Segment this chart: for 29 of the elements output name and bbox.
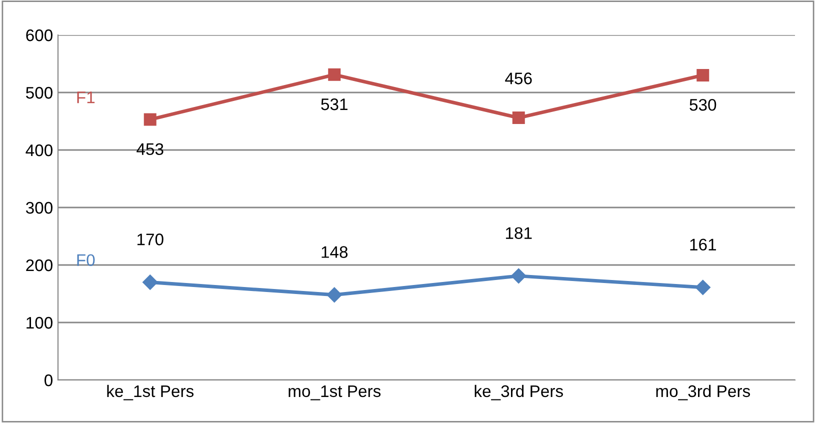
point bbox=[326, 287, 342, 302]
y-tick-label: 0 bbox=[44, 374, 52, 386]
point bbox=[695, 280, 710, 295]
data-label: 181 bbox=[506, 227, 532, 239]
x-tick-label: ke_3rd Pers bbox=[474, 384, 563, 400]
data-label: 453 bbox=[136, 143, 164, 156]
point bbox=[144, 113, 156, 126]
y-tick-label: 300 bbox=[26, 202, 52, 214]
y-tick-label: 200 bbox=[26, 259, 52, 272]
data-label: 148 bbox=[322, 246, 348, 258]
data-label: 530 bbox=[690, 98, 716, 111]
y-tick-label: 100 bbox=[26, 316, 52, 329]
data-label: 170 bbox=[137, 234, 164, 246]
data-label: 161 bbox=[690, 238, 716, 250]
y-tick-label: 400 bbox=[26, 144, 52, 156]
text: F1 bbox=[77, 92, 95, 104]
point bbox=[142, 274, 158, 290]
data-label: 456 bbox=[505, 72, 532, 84]
point bbox=[696, 69, 710, 82]
data-label: 531 bbox=[321, 98, 348, 110]
point bbox=[512, 112, 525, 124]
x-tick-label: mo_1st Pers bbox=[288, 385, 381, 400]
y-tick-label: 600 bbox=[26, 29, 52, 42]
text: F0 bbox=[77, 254, 95, 266]
x-tick-label: mo_3rd Pers bbox=[656, 384, 750, 400]
point bbox=[328, 68, 341, 81]
x-tick-label: ke_1st Pers bbox=[107, 384, 194, 400]
point bbox=[511, 268, 526, 284]
y-tick-label: 500 bbox=[26, 86, 52, 99]
